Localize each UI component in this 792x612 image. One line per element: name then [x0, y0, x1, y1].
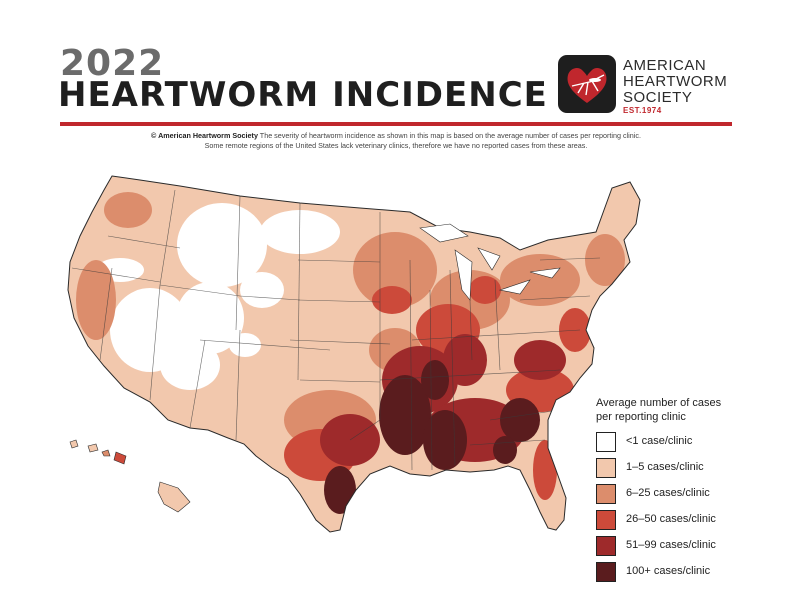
legend-label: 26–50 cases/clinic	[626, 513, 716, 525]
legend-swatch	[596, 562, 616, 582]
page-title: HEARTWORM INCIDENCE	[58, 75, 548, 115]
conus-map	[67, 175, 641, 533]
caption-copyright: © American Heartworm Society	[151, 131, 258, 140]
legend-label: <1 case/clinic	[626, 435, 693, 447]
legend-item: 1–5 cases/clinic	[596, 458, 746, 478]
hawaii-map	[69, 439, 191, 513]
logo-line-2: HEARTWORM	[623, 73, 728, 90]
caption-line-2: Some remote regions of the United States…	[204, 141, 588, 150]
legend-item: <1 case/clinic	[596, 432, 746, 452]
logo-mark	[558, 55, 616, 113]
title-year: 2022	[60, 43, 165, 84]
legend-label: 100+ cases/clinic	[626, 565, 711, 577]
legend-item: 6–25 cases/clinic	[596, 484, 746, 504]
legend-label: 6–25 cases/clinic	[626, 487, 710, 499]
legend-title: Average number of cases per reporting cl…	[596, 397, 722, 423]
map-caption: © American Heartworm Society The severit…	[100, 131, 692, 151]
logo-wordmark: AMERICAN HEARTWORM SOCIETY EST.1974	[623, 58, 727, 116]
logo-line-1: AMERICAN	[623, 57, 707, 74]
legend-item: 26–50 cases/clinic	[596, 510, 746, 530]
legend-swatch	[596, 510, 616, 530]
legend-label: 1–5 cases/clinic	[626, 461, 704, 473]
legend-item: 51–99 cases/clinic	[596, 536, 746, 556]
legend-swatch	[596, 458, 616, 478]
logo-established: EST.1974	[623, 106, 662, 115]
legend-label: 51–99 cases/clinic	[626, 539, 716, 551]
legend-item: 100+ cases/clinic	[596, 562, 746, 582]
title-rule	[60, 122, 732, 126]
legend-swatch	[596, 536, 616, 556]
legend-swatch	[596, 432, 616, 452]
caption-line-1: The severity of heartworm incidence as s…	[257, 131, 641, 140]
logo-line-3: SOCIETY	[623, 89, 693, 106]
heart-mosquito-icon	[567, 67, 607, 103]
legend-swatch	[596, 484, 616, 504]
